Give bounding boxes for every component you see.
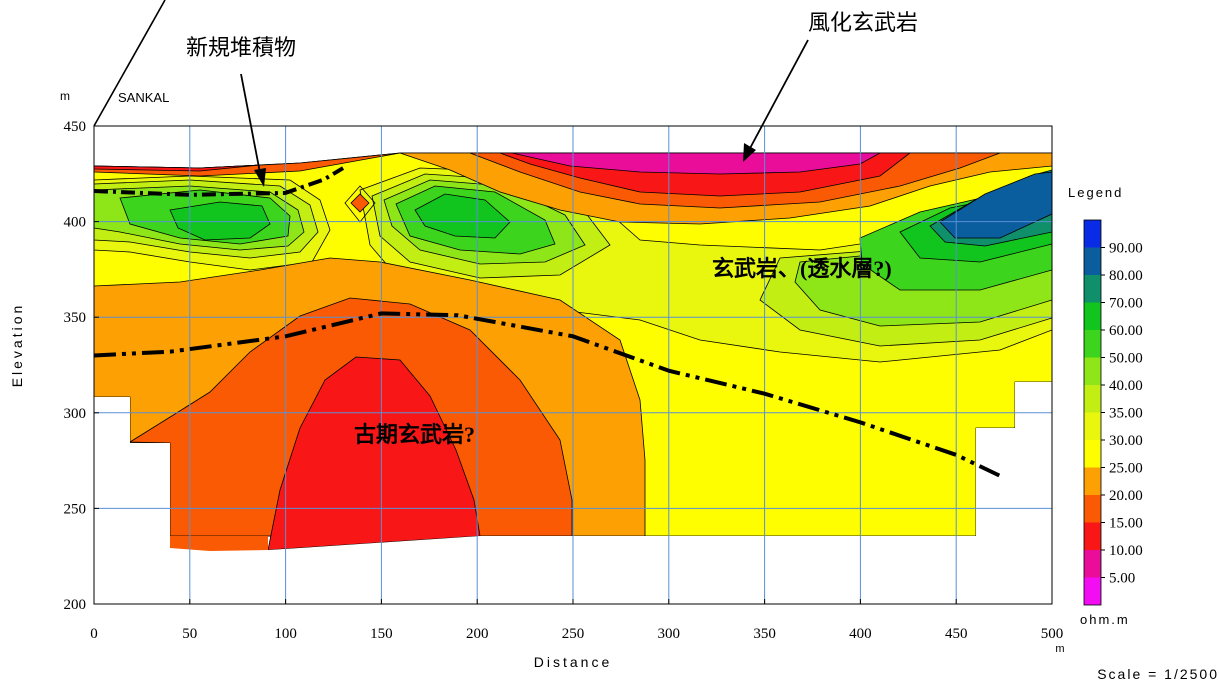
legend-swatch [1084, 220, 1101, 248]
y-tick-label: 300 [64, 406, 87, 422]
annotations: 風化玄武岩 新規堆積物 玄武岩、(透水層?) 古期玄武岩? [93, 0, 918, 447]
band-10-15-deep [267, 356, 481, 551]
band-60-70 [169, 193, 1052, 263]
legend-swatch [1084, 550, 1101, 578]
legend-value: 25.00 [1109, 461, 1143, 477]
y-axis-unit: m [60, 89, 70, 103]
arrow-weathered-basalt [747, 39, 809, 153]
arrow-new-deposits [240, 73, 262, 179]
y-axis-label: Elevation [9, 303, 25, 388]
x-tick-labels: 0 50 100 150 200 250 300 350 400 450 500 [90, 599, 1063, 642]
legend-value: 35.00 [1109, 406, 1143, 422]
y-tick-label: 400 [64, 215, 87, 231]
legend-value: 20.00 [1109, 488, 1143, 504]
x-axis-unit: m [1055, 643, 1064, 655]
legend-value: 30.00 [1109, 433, 1143, 449]
x-tick-label: 250 [562, 626, 585, 642]
x-tick-label: 100 [274, 626, 297, 642]
boundary-line [93, 311, 1005, 480]
x-tick-label: 50 [182, 626, 197, 642]
boundary-line [93, 166, 345, 197]
legend-swatch [1084, 302, 1101, 330]
x-tick-label: 450 [945, 626, 968, 642]
anomaly-small [350, 193, 370, 213]
legend-swatch [1084, 357, 1101, 385]
legend-swatch [1084, 522, 1101, 550]
legend-value: 70.00 [1109, 296, 1143, 312]
legend-frame [1083, 219, 1102, 606]
legend-value: 60.00 [1109, 323, 1143, 339]
band-surface-left-red [94, 164, 261, 172]
legend-swatch [1084, 385, 1101, 413]
legend-value: 90.00 [1109, 241, 1143, 257]
x-tick-label: 500 [1041, 626, 1064, 642]
arrowhead-new-deposits [254, 168, 266, 187]
legend-value: 5.00 [1109, 571, 1135, 587]
y-tick-labels: 200 250 300 350 400 450 [64, 119, 99, 613]
legend: Legend ohm.m 90.00 80.00 70.00 60.00 50.00 40… [1068, 185, 1143, 627]
legend-swatch [1084, 495, 1101, 523]
band-5-10-top [511, 152, 881, 175]
x-tick-label: 200 [466, 626, 489, 642]
annotation-old-basalt: 古期玄武岩? [354, 422, 475, 447]
x-axis-label: Distance [534, 654, 612, 670]
section-base-mask [94, 382, 1052, 604]
y-tick-label: 250 [64, 501, 87, 517]
y-tick-label: 350 [64, 310, 87, 326]
legend-value: 80.00 [1109, 268, 1143, 284]
scale-text: Scale = 1/2500 [1097, 666, 1219, 682]
arrowhead-weathered-basalt [743, 143, 756, 162]
legend-title: Legend [1068, 185, 1123, 200]
x-tick-label: 400 [849, 626, 872, 642]
boundary-lines [93, 166, 1005, 480]
site-label: SANKAL [118, 90, 169, 105]
grid-lines [94, 126, 1052, 604]
annotation-weathered-basalt: 風化玄武岩 [808, 10, 918, 35]
leader-line-site [93, 0, 166, 127]
annotation-basalt-aquifer: 玄武岩、(透水層?) [712, 256, 892, 281]
y-tick-label: 450 [64, 119, 87, 135]
x-tick-label: 150 [370, 626, 393, 642]
legend-swatch [1084, 440, 1101, 468]
band-deep-tail [170, 536, 268, 551]
x-tick-label: 350 [753, 626, 776, 642]
legend-swatch [1084, 577, 1101, 605]
legend-unit: ohm.m [1080, 612, 1130, 627]
legend-value: 40.00 [1109, 378, 1143, 394]
y-tick-label: 200 [64, 597, 87, 613]
x-tick-label: 0 [90, 626, 98, 642]
legend-swatch [1084, 467, 1101, 495]
x-tick-label: 300 [658, 626, 681, 642]
annotation-new-deposits: 新規堆積物 [186, 35, 296, 60]
legend-swatch [1084, 412, 1101, 440]
legend-swatch [1084, 275, 1101, 303]
legend-value: 50.00 [1109, 351, 1143, 367]
legend-swatch [1084, 330, 1101, 358]
legend-value: 10.00 [1109, 543, 1143, 559]
legend-swatch [1084, 247, 1101, 275]
legend-value: 15.00 [1109, 516, 1143, 532]
